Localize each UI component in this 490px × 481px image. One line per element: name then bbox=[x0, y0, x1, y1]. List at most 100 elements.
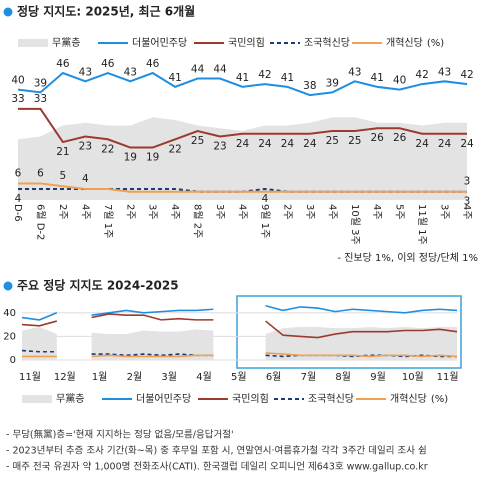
chart-title: 주요 정당 지지도 2024-2025 bbox=[17, 278, 179, 293]
data-label: 25 bbox=[326, 135, 339, 147]
x-tick-label: D-6 bbox=[12, 204, 23, 222]
legend-label: 국민의힘 bbox=[232, 393, 269, 405]
data-label: 24 bbox=[236, 138, 250, 150]
line bbox=[18, 107, 467, 149]
x-tick-label: 12월 bbox=[54, 371, 76, 383]
x-tick-label: 4주 bbox=[461, 204, 472, 220]
x-tick-label: 3주 bbox=[304, 204, 315, 220]
data-label: 6 bbox=[37, 167, 44, 179]
line bbox=[22, 352, 458, 358]
bullet bbox=[3, 7, 13, 17]
data-label: 41 bbox=[168, 72, 181, 84]
x-tick-label: 7월 bbox=[301, 371, 317, 383]
legend-label: 조국혁신당 bbox=[308, 393, 354, 405]
x-tick-label: 2주 bbox=[124, 204, 135, 220]
area bbox=[22, 326, 457, 360]
y-tick-label: 20 bbox=[3, 331, 16, 342]
data-label: 23 bbox=[79, 141, 92, 153]
x-tick-label: 9월 bbox=[370, 371, 386, 383]
data-label: 26 bbox=[371, 132, 385, 144]
data-label: 19 bbox=[146, 152, 159, 164]
data-label: 41 bbox=[236, 72, 249, 84]
data-label: 46 bbox=[101, 58, 115, 70]
footnote: - 무당(無黨)층='현재 지지하는 정당 없음/모름/응답거절' bbox=[6, 429, 234, 441]
y-tick-label: 40 bbox=[3, 308, 16, 319]
legend-label: 무黨층 bbox=[52, 36, 80, 49]
x-tick-label: 3월 bbox=[161, 371, 177, 383]
data-label: 40 bbox=[11, 75, 24, 87]
x-tick-label: 4주 bbox=[79, 204, 90, 220]
x-tick-label: 2월 bbox=[127, 371, 143, 383]
x-tick-label: 1월 bbox=[92, 371, 108, 383]
data-label: 46 bbox=[146, 58, 160, 70]
data-label: 42 bbox=[460, 69, 473, 81]
legend-label: 조국혁신당 bbox=[304, 37, 350, 49]
data-label: 25 bbox=[191, 135, 204, 147]
data-label: 42 bbox=[415, 69, 428, 81]
data-label: 4 bbox=[262, 193, 269, 205]
data-label: 22 bbox=[168, 143, 181, 155]
data-label: 43 bbox=[79, 66, 92, 78]
x-tick-label: 11월 1주 bbox=[416, 204, 428, 245]
x-tick-label: 3주 bbox=[147, 204, 158, 220]
data-label: 22 bbox=[101, 143, 114, 155]
data-label: 5 bbox=[60, 170, 67, 182]
x-tick-label: 5월 bbox=[231, 371, 247, 383]
note: - 진보당 1%, 이외 정당/단체 1% bbox=[337, 252, 478, 264]
data-label: 24 bbox=[438, 138, 452, 150]
data-label: 24 bbox=[415, 138, 429, 150]
data-label: 3 bbox=[464, 176, 471, 188]
line bbox=[21, 313, 458, 339]
data-label: 38 bbox=[303, 80, 316, 92]
area bbox=[18, 117, 467, 200]
data-label: 4 bbox=[82, 173, 89, 185]
x-tick-label: 5주 bbox=[394, 204, 405, 220]
data-label: 44 bbox=[191, 64, 205, 76]
x-tick-label: 7월 1주 bbox=[102, 204, 114, 238]
legend-label: 국민의힘 bbox=[228, 37, 265, 49]
legend-suffix: (%) bbox=[427, 38, 444, 49]
x-tick-label: 6월 bbox=[266, 371, 282, 383]
x-tick-label: 3주 bbox=[439, 204, 450, 220]
data-label: 4 bbox=[15, 193, 22, 205]
data-label: 25 bbox=[348, 135, 361, 147]
x-tick-label: 3주 bbox=[214, 204, 225, 220]
legend-label: 더불어민주당 bbox=[136, 393, 191, 405]
data-label: 33 bbox=[34, 93, 47, 105]
legend-label: 개혁신당 bbox=[386, 37, 423, 49]
x-tick-label: 4월 bbox=[196, 371, 212, 383]
data-label: 19 bbox=[124, 152, 137, 164]
data-label: 23 bbox=[213, 141, 226, 153]
data-label: 43 bbox=[124, 66, 137, 78]
x-tick-label: 9월 1주 bbox=[259, 204, 271, 238]
data-label: 24 bbox=[303, 138, 317, 150]
data-label: 21 bbox=[56, 146, 69, 158]
data-label: 3 bbox=[464, 196, 471, 208]
x-tick-label: 10월 3주 bbox=[349, 204, 361, 245]
data-label: 40 bbox=[393, 75, 406, 87]
data-label: 33 bbox=[11, 93, 24, 105]
line bbox=[18, 182, 467, 193]
x-tick-label: 11월 bbox=[437, 371, 459, 383]
data-label: 41 bbox=[281, 72, 294, 84]
bullet bbox=[3, 281, 13, 291]
legend-swatch bbox=[22, 395, 52, 403]
data-label: 41 bbox=[371, 72, 384, 84]
x-tick-label: 8월 bbox=[335, 371, 351, 383]
legend-label: 무黨층 bbox=[56, 392, 84, 405]
data-label: 6 bbox=[15, 167, 22, 179]
data-label: 39 bbox=[34, 77, 47, 89]
x-tick-label: 2주 bbox=[57, 204, 68, 220]
x-tick-label: 10월 bbox=[402, 371, 424, 383]
x-tick-label: 4주 bbox=[169, 204, 180, 220]
x-tick-label: 8월 2주 bbox=[192, 204, 204, 238]
data-label: 39 bbox=[326, 77, 339, 89]
x-tick-label: 11월 bbox=[19, 371, 41, 383]
footnote: - 매주 전국 유권자 약 1,000명 전화조사(CATI). 한국갤럽 데일… bbox=[6, 461, 428, 473]
legend-suffix: (%) bbox=[431, 394, 448, 405]
legend-label: 더불어민주당 bbox=[132, 37, 187, 49]
data-label: 42 bbox=[258, 69, 271, 81]
line bbox=[21, 304, 458, 321]
